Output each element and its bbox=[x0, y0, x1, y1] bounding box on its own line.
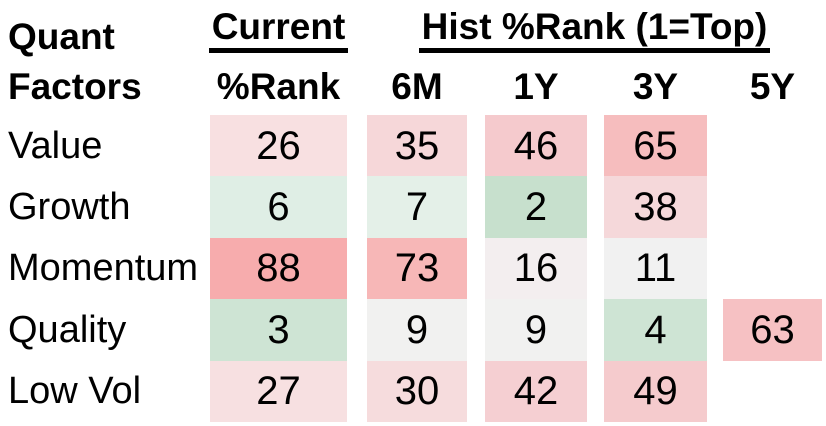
cell-value-current: 26 bbox=[210, 115, 347, 177]
cell-low-vol-3y: 49 bbox=[604, 360, 707, 422]
column-group-current-label: Current bbox=[208, 6, 349, 53]
cell-growth-6m: 7 bbox=[367, 176, 467, 238]
cell-value-5y bbox=[723, 115, 822, 176]
column-header-1y: 1Y bbox=[513, 66, 559, 107]
column-header-current-rank: %Rank bbox=[216, 66, 341, 107]
cell-quality-5y: 63 bbox=[723, 299, 822, 361]
column-header-3y: 3Y bbox=[632, 66, 679, 107]
cell-growth-1y: 2 bbox=[485, 176, 587, 238]
column-group-current: Current bbox=[208, 0, 349, 58]
cell-momentum-3y: 11 bbox=[604, 237, 707, 300]
cell-quality-3y: 4 bbox=[604, 299, 707, 361]
row-label-growth: Growth bbox=[8, 186, 131, 229]
cell-growth-3y: 38 bbox=[604, 176, 707, 238]
cell-low-vol-6m: 30 bbox=[367, 360, 467, 422]
cell-momentum-6m: 73 bbox=[367, 237, 467, 300]
cell-momentum-1y: 16 bbox=[485, 237, 587, 300]
cell-momentum-5y bbox=[723, 238, 822, 299]
column-header-6m: 6M bbox=[391, 66, 443, 107]
cell-low-vol-5y bbox=[723, 361, 822, 422]
row-title-line2: Factors bbox=[8, 66, 142, 107]
row-label-low-vol: Low Vol bbox=[8, 370, 142, 413]
row-label-value: Value bbox=[8, 124, 103, 167]
row-label-quality: Quality bbox=[8, 308, 127, 351]
cell-quality-current: 3 bbox=[210, 299, 347, 361]
row-title-line1: Quant bbox=[8, 15, 115, 57]
column-group-hist-label: Hist %Rank (1=Top) bbox=[418, 6, 771, 53]
cell-value-6m: 35 bbox=[367, 115, 467, 177]
column-header-5y: 5Y bbox=[749, 66, 796, 107]
cell-low-vol-1y: 42 bbox=[485, 360, 587, 422]
cell-growth-current: 6 bbox=[210, 176, 347, 238]
cell-low-vol-current: 27 bbox=[210, 360, 347, 422]
cell-growth-5y bbox=[723, 176, 822, 237]
cell-quality-1y: 9 bbox=[485, 299, 587, 361]
cell-value-1y: 46 bbox=[485, 115, 587, 177]
cell-value-3y: 65 bbox=[604, 115, 707, 177]
cell-momentum-current: 88 bbox=[210, 237, 347, 300]
column-group-hist: Hist %Rank (1=Top) bbox=[367, 0, 822, 58]
cell-quality-6m: 9 bbox=[367, 299, 467, 361]
row-label-momentum: Momentum bbox=[8, 247, 199, 290]
